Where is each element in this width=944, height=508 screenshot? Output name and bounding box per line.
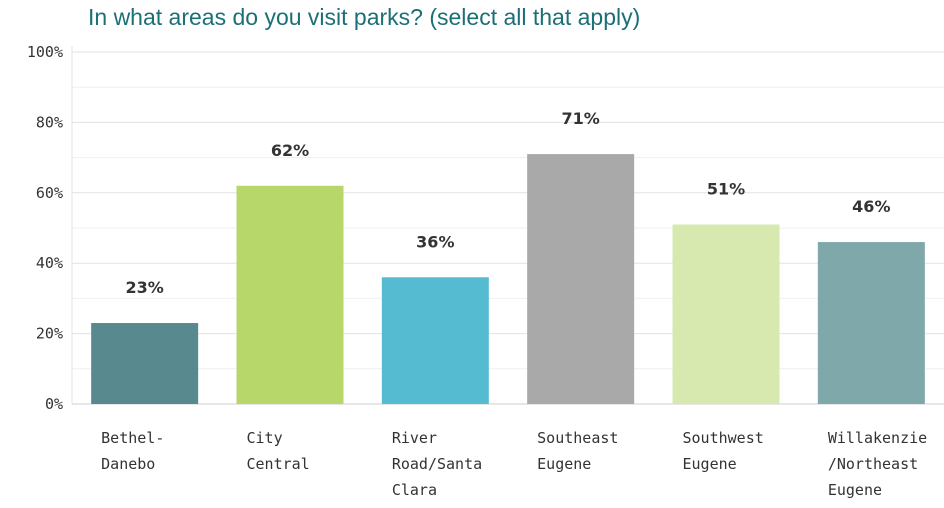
- bar: [817, 242, 925, 404]
- data-label: 23%: [126, 278, 164, 297]
- data-label: 51%: [707, 179, 745, 198]
- y-tick-label: 80%: [36, 113, 63, 131]
- y-tick-label: 0%: [45, 395, 63, 413]
- y-tick-label: 60%: [36, 184, 63, 202]
- gridlines: [71, 46, 944, 405]
- x-tick-label: River Road/Santa Clara: [392, 429, 482, 499]
- bar: [381, 277, 489, 404]
- x-tick-label: Southeast Eugene: [537, 429, 618, 473]
- data-label: 36%: [416, 232, 454, 251]
- bar: [527, 154, 635, 404]
- y-axis: 0% 20% 40% 60% 80% 100%: [27, 43, 63, 413]
- y-tick-label: 40%: [36, 254, 63, 272]
- bar: [91, 323, 199, 404]
- bar: [672, 224, 780, 404]
- data-label: 46%: [852, 197, 890, 216]
- x-tick-label: Southwest Eugene: [683, 429, 764, 473]
- x-axis: Bethel-Danebo City Central River Road/Santa C…: [101, 429, 927, 499]
- bar: [236, 185, 344, 404]
- y-tick-label: 20%: [36, 325, 63, 343]
- bars: [91, 154, 925, 404]
- x-tick-label: Bethel-Danebo: [101, 429, 164, 473]
- data-label: 71%: [562, 109, 600, 128]
- data-label: 62%: [271, 141, 309, 160]
- x-tick-label: Willakenzie/Northeast Eugene: [828, 429, 927, 499]
- chart-title: In what areas do you visit parks? (selec…: [88, 4, 641, 30]
- data-labels: 23% 62% 36% 71% 51% 46%: [126, 109, 891, 297]
- x-tick-label: City Central: [247, 429, 310, 473]
- y-tick-label: 100%: [27, 43, 63, 61]
